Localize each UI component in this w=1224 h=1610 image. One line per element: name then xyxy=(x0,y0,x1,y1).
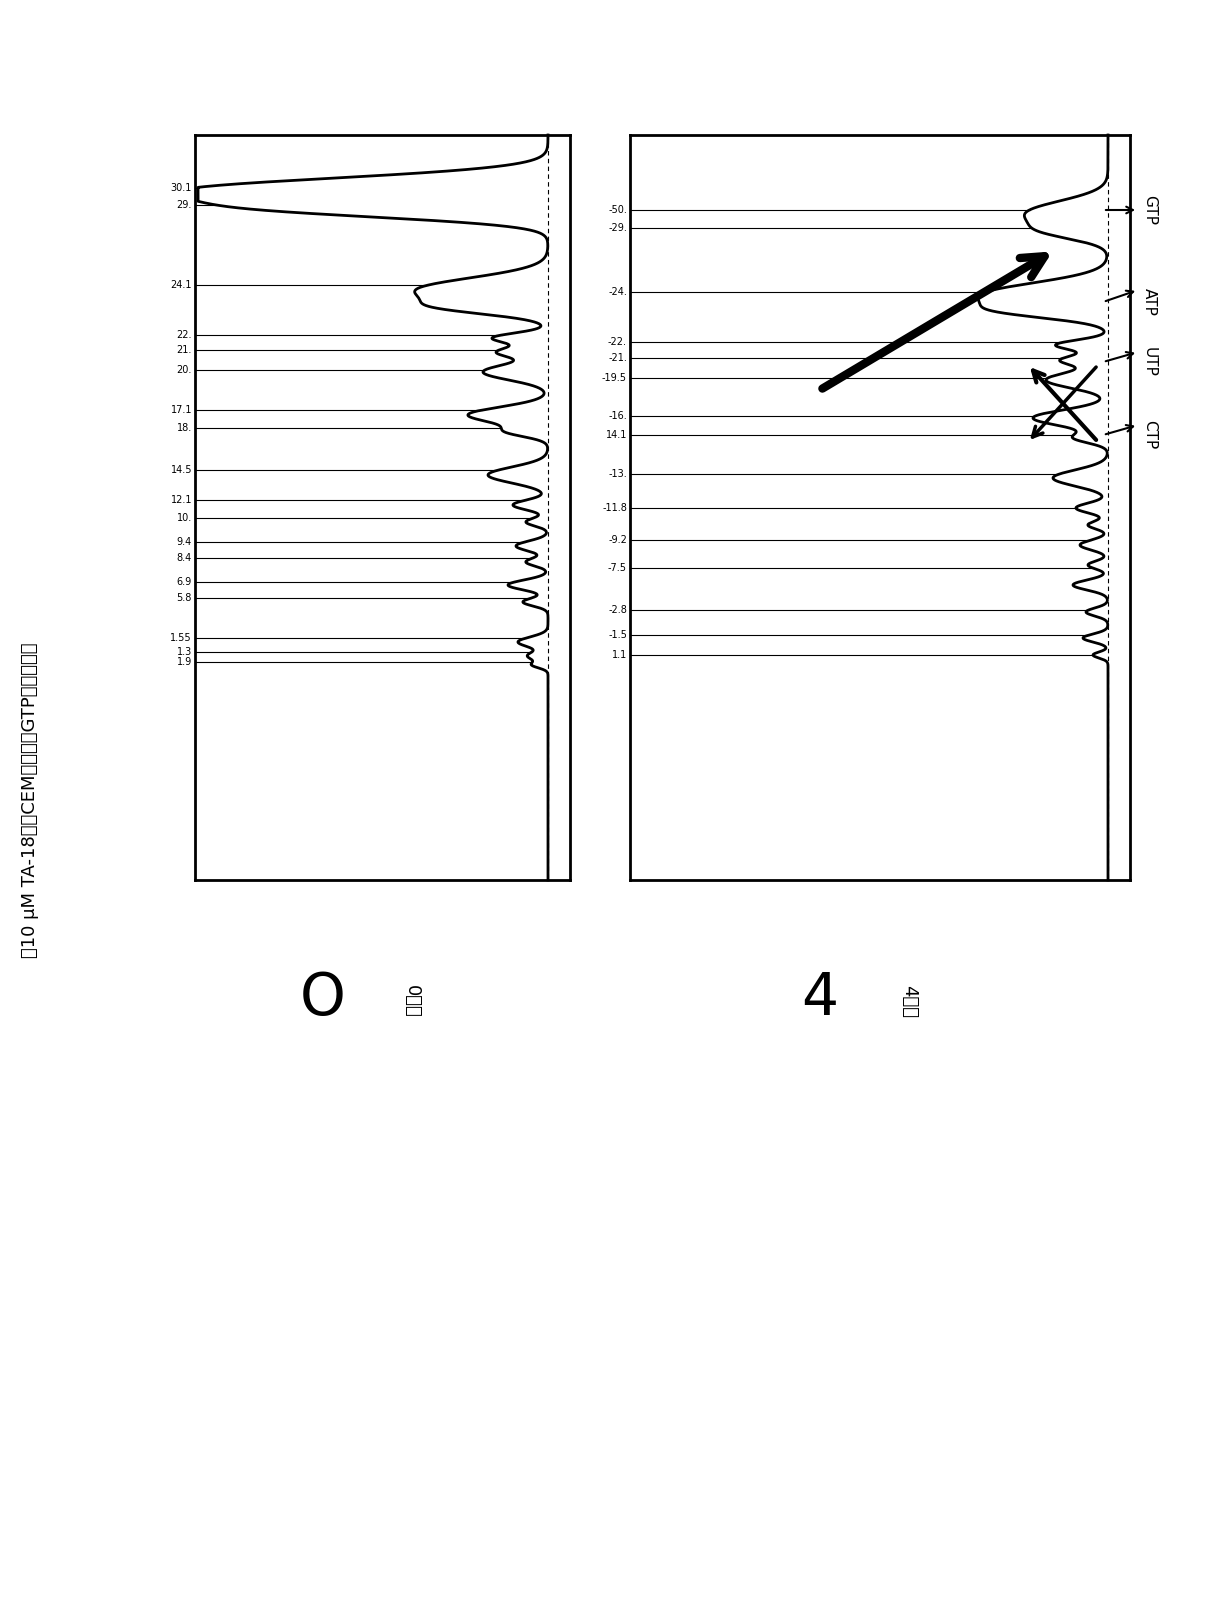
Text: 9.4: 9.4 xyxy=(176,538,192,547)
Text: 12.1: 12.1 xyxy=(170,494,192,506)
Text: 14.1: 14.1 xyxy=(606,430,627,440)
Text: -13.: -13. xyxy=(608,469,627,480)
Text: -24.: -24. xyxy=(608,287,627,296)
Text: 21.: 21. xyxy=(176,345,192,354)
Text: 30.1: 30.1 xyxy=(170,184,192,193)
Text: -16.: -16. xyxy=(608,411,627,420)
Text: 1.55: 1.55 xyxy=(170,633,192,642)
Text: -19.5: -19.5 xyxy=(602,374,627,383)
Text: 20.: 20. xyxy=(176,365,192,375)
Text: 1.3: 1.3 xyxy=(176,647,192,657)
Text: 用10 μM TA-18处理CEM细胞引起GTP含量下降。: 用10 μM TA-18处理CEM细胞引起GTP含量下降。 xyxy=(21,642,39,958)
Text: 17.1: 17.1 xyxy=(170,406,192,415)
Text: 8.4: 8.4 xyxy=(176,552,192,563)
Text: 4: 4 xyxy=(802,969,838,1027)
Text: 1.1: 1.1 xyxy=(612,650,627,660)
Text: 22.: 22. xyxy=(176,330,192,340)
Text: -29.: -29. xyxy=(608,224,627,233)
Text: GTP: GTP xyxy=(1142,195,1157,225)
Text: 4小时: 4小时 xyxy=(900,985,918,1018)
Text: 24.1: 24.1 xyxy=(170,280,192,290)
Text: -2.8: -2.8 xyxy=(608,605,627,615)
Text: ATP: ATP xyxy=(1142,288,1157,316)
Text: -21.: -21. xyxy=(608,353,627,362)
Text: O: O xyxy=(300,969,345,1027)
Text: 0小时: 0小时 xyxy=(403,985,421,1018)
Text: -7.5: -7.5 xyxy=(608,564,627,573)
Text: UTP: UTP xyxy=(1142,348,1157,377)
Text: CTP: CTP xyxy=(1142,420,1157,449)
Text: 10.: 10. xyxy=(176,514,192,523)
Text: 6.9: 6.9 xyxy=(176,576,192,588)
Text: 18.: 18. xyxy=(176,423,192,433)
Text: 14.5: 14.5 xyxy=(170,465,192,475)
Text: -11.8: -11.8 xyxy=(602,502,627,514)
Text: -9.2: -9.2 xyxy=(608,535,627,546)
Text: -1.5: -1.5 xyxy=(608,630,627,641)
Text: 29.: 29. xyxy=(176,200,192,209)
Text: -22.: -22. xyxy=(608,336,627,348)
Text: 5.8: 5.8 xyxy=(176,592,192,604)
Text: -50.: -50. xyxy=(608,204,627,216)
Text: 1.9: 1.9 xyxy=(176,657,192,667)
